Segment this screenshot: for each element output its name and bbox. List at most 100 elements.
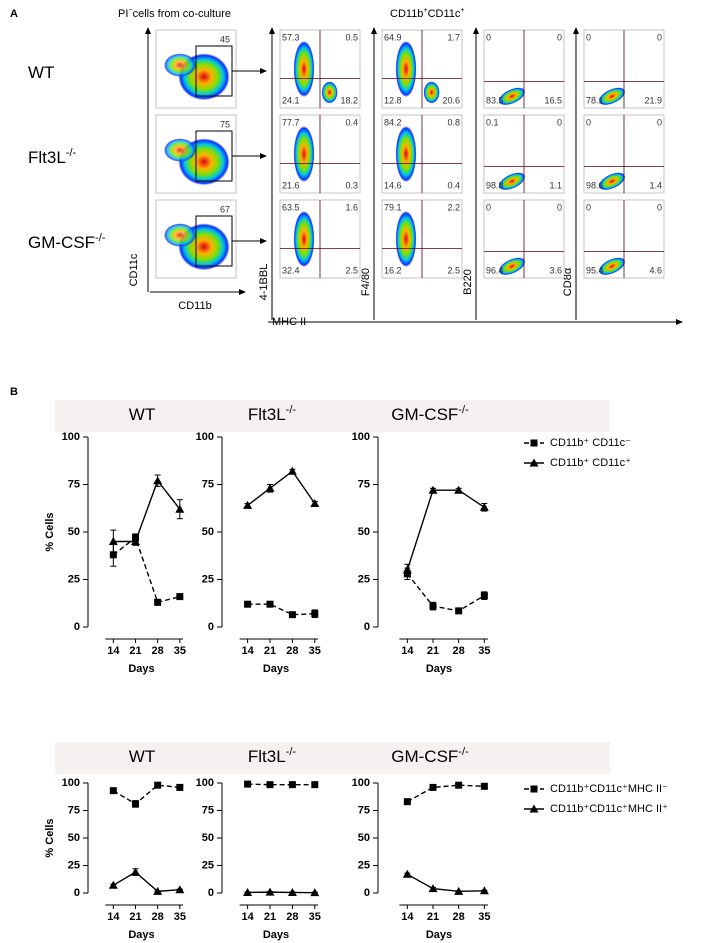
quadrant-percent: 63.5: [282, 202, 300, 212]
panel-a-title: PI−cells from co-culture: [118, 6, 231, 20]
x-tick-label: 21: [427, 911, 439, 923]
quadrant-percent: 0: [586, 202, 591, 212]
x-axis-label: Days: [128, 663, 154, 675]
legend-marker: [530, 439, 538, 447]
row-label: GM-CSF-/-: [28, 232, 106, 253]
y-tick-label: 50: [68, 832, 80, 844]
x-tick-label: 14: [107, 911, 120, 923]
flow-density: [598, 87, 626, 106]
quadrant-percent: 0.4: [345, 117, 358, 127]
marker: [244, 600, 252, 608]
series-line: [112, 536, 181, 604]
quadrant-percent: 2.2: [447, 202, 460, 212]
subset-title-part: CD11b: [390, 8, 423, 20]
y-axis-label: % Cells: [44, 512, 56, 551]
chart-title-sup: -/-: [286, 404, 297, 416]
legend-marker: [530, 785, 538, 793]
x-tick-label: 35: [174, 645, 186, 657]
marker: [403, 798, 411, 806]
quadrant-percent: 16.2: [384, 265, 402, 275]
chart-title-part: WT: [129, 405, 155, 424]
chart-title-part: WT: [129, 747, 155, 766]
quadrant-percent: 0.8: [447, 117, 460, 127]
y-tick-label: 25: [68, 573, 80, 585]
marker: [153, 476, 163, 485]
subset-title: CD11b+CD11c+: [390, 6, 465, 20]
quadrant-percent: 78.1: [586, 95, 604, 105]
axis-label: MHC II: [272, 316, 306, 328]
marker: [288, 611, 296, 619]
marker: [176, 783, 184, 791]
series-line: [406, 873, 485, 893]
flow-density: [395, 210, 417, 268]
quadrant-percent: 21.6: [282, 180, 300, 190]
y-tick-label: 0: [208, 887, 214, 899]
marker: [480, 782, 488, 790]
series-line: [247, 470, 316, 506]
marker: [455, 781, 463, 789]
marker: [108, 880, 118, 889]
x-tick-label: 28: [453, 911, 465, 923]
x-tick-label: 14: [241, 911, 254, 923]
subset-title-sup: +: [423, 6, 427, 14]
y-tick-label: 75: [68, 804, 80, 816]
quadrant-percent: 14.6: [384, 180, 402, 190]
marker: [287, 887, 297, 896]
panel-a-title-part: cells from co-culture: [133, 8, 231, 20]
axis-label: B220: [462, 269, 474, 295]
y-tick-label: 100: [352, 777, 370, 789]
quadrant-percent: 32.4: [282, 265, 300, 275]
quadrant-percent: 2.5: [345, 265, 358, 275]
quadrant-percent: 83.5: [486, 95, 504, 105]
quadrant-percent: 95.4: [586, 265, 604, 275]
row-label-part: WT: [28, 63, 54, 82]
series-line: [112, 784, 180, 805]
title-band: [55, 742, 610, 774]
marker: [109, 787, 117, 795]
marker: [153, 886, 163, 895]
flow-density: [164, 138, 196, 162]
y-tick-label: 25: [202, 859, 214, 871]
chart-title: Flt3L-/-: [248, 746, 297, 767]
series-line: [113, 479, 181, 543]
chart-title: Flt3L-/-: [248, 404, 297, 425]
x-tick-label: 14: [401, 645, 414, 657]
x-tick-label: 35: [309, 645, 321, 657]
marker: [266, 600, 274, 608]
gate-percent: 67: [220, 204, 230, 214]
y-tick-label: 25: [202, 573, 214, 585]
quadrant-percent: 24.1: [282, 95, 300, 105]
legend-label: CD11b⁺ CD11c⁻: [550, 437, 631, 449]
y-tick-label: 100: [352, 431, 370, 443]
marker: [311, 610, 319, 618]
quadrant-percent: 0: [557, 117, 562, 127]
row-label-part: GM-CSF: [28, 233, 95, 252]
chart-title-sup: -/-: [458, 404, 469, 416]
marker: [455, 607, 463, 615]
y-tick-label: 100: [196, 777, 214, 789]
row-label-part: Flt3L: [28, 148, 66, 167]
flow-density: [293, 210, 315, 268]
quadrant-percent: 0: [486, 32, 491, 42]
quadrant-percent: 0: [557, 32, 562, 42]
quadrant-percent: 0: [586, 117, 591, 127]
marker: [288, 781, 296, 789]
row-label: WT: [28, 63, 54, 82]
flow-density: [164, 223, 196, 247]
axis-label: 4-1BBL: [258, 264, 270, 301]
chart-title-sup: -/-: [458, 746, 469, 758]
gate-percent: 45: [220, 34, 230, 44]
flow-density: [598, 172, 626, 191]
quadrant-percent: 1.4: [649, 180, 662, 190]
marker: [429, 602, 437, 610]
quadrant-percent: 12.8: [384, 95, 402, 105]
marker: [287, 466, 297, 475]
marker: [131, 867, 140, 876]
x-tick-label: 35: [309, 911, 321, 923]
chart-title-part: GM-CSF: [391, 747, 458, 766]
quadrant-percent: 2.5: [447, 265, 460, 275]
chart-title: WT: [129, 405, 155, 424]
legend-marker: [529, 458, 539, 467]
subset-title-part: CD11c: [428, 8, 461, 20]
quadrant-percent: 0.5: [345, 32, 358, 42]
